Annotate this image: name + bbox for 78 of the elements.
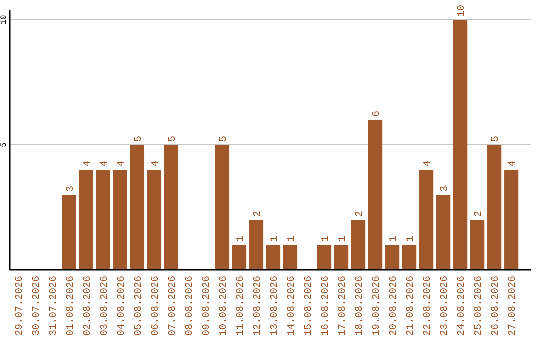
x-tick-label: 03.08.2026 [100, 276, 111, 336]
x-tick-label: 22.08.2026 [423, 276, 434, 336]
x-tick-label: 02.08.2026 [82, 276, 94, 336]
x-tick-label: 14.08.2026 [287, 276, 298, 336]
x-tick-label: 04.08.2026 [116, 276, 128, 336]
x-tick-label: 01.08.2026 [66, 276, 77, 336]
bar [470, 220, 485, 270]
data-label: 3 [440, 186, 452, 192]
data-label: 2 [252, 210, 264, 217]
bar [317, 245, 332, 270]
data-label: 1 [270, 236, 282, 242]
x-tick-label: 06.08.2026 [150, 276, 162, 336]
bar [488, 145, 502, 270]
data-label: 1 [236, 236, 247, 242]
data-label: 10 [457, 4, 468, 17]
bar [96, 170, 111, 270]
bar [266, 245, 281, 270]
x-tick-label: 18.08.2026 [355, 276, 366, 336]
bar [215, 145, 230, 270]
x-tick-label: 07.08.2026 [168, 276, 179, 336]
bar [79, 170, 94, 270]
data-label: 1 [389, 236, 400, 242]
x-tick-label: 20.08.2026 [389, 276, 400, 336]
data-label: 6 [372, 110, 384, 117]
data-label: 2 [355, 210, 366, 217]
x-tick-label: 26.08.2026 [491, 276, 502, 336]
x-tick-label: 21.08.2026 [406, 276, 418, 336]
x-tick-label: 31.07.2026 [48, 276, 60, 336]
data-label: 1 [321, 236, 332, 242]
bar [402, 245, 417, 270]
bar [62, 195, 76, 270]
data-label: 1 [338, 236, 350, 242]
data-label: 4 [100, 160, 111, 167]
x-tick-label: 25.08.2026 [474, 276, 486, 336]
bar [436, 195, 451, 270]
bar [385, 245, 400, 270]
data-label: 5 [491, 136, 502, 142]
data-label: 3 [66, 186, 77, 192]
data-label: 2 [474, 210, 486, 217]
x-tick-label: 11.08.2026 [236, 276, 247, 336]
data-label: 4 [82, 160, 94, 167]
x-tick-label: 19.08.2026 [372, 276, 384, 336]
x-tick-label: 23.08.2026 [440, 276, 452, 336]
bar [351, 220, 366, 270]
data-label: 4 [116, 160, 128, 167]
x-tick-label: 30.07.2026 [32, 276, 43, 336]
data-label: 4 [423, 160, 434, 167]
x-tick-label: 09.08.2026 [202, 276, 213, 336]
x-tick-label: 13.08.2026 [270, 276, 282, 336]
bar [113, 170, 128, 270]
x-tick-label: 15.08.2026 [304, 276, 316, 336]
bar [147, 170, 162, 270]
bar [283, 245, 298, 270]
bar [334, 245, 349, 270]
bar [130, 145, 145, 270]
x-tick-label: 17.08.2026 [338, 276, 350, 336]
x-tick-label: 29.07.2026 [14, 276, 26, 336]
bar [232, 245, 247, 270]
data-label: 4 [150, 160, 162, 167]
x-tick-label: 10.08.2026 [218, 276, 230, 336]
bar [419, 170, 434, 270]
bar [164, 145, 179, 270]
x-tick-label: 16.08.2026 [321, 276, 332, 336]
data-label: 4 [508, 160, 520, 167]
bar [504, 170, 519, 270]
data-label: 5 [168, 136, 179, 142]
data-label: 5 [134, 136, 145, 142]
bar [368, 120, 383, 270]
data-label: 5 [218, 136, 230, 142]
data-label: 1 [287, 236, 298, 242]
x-tick-label: 08.08.2026 [184, 276, 196, 336]
bar [454, 20, 468, 270]
data-label: 1 [406, 236, 418, 242]
x-tick-label: 05.08.2026 [134, 276, 145, 336]
bar [249, 220, 264, 270]
x-tick-label: 12.08.2026 [252, 276, 264, 336]
x-tick-label: 27.08.2026 [508, 276, 520, 336]
x-tick-label: 24.08.2026 [457, 276, 468, 336]
